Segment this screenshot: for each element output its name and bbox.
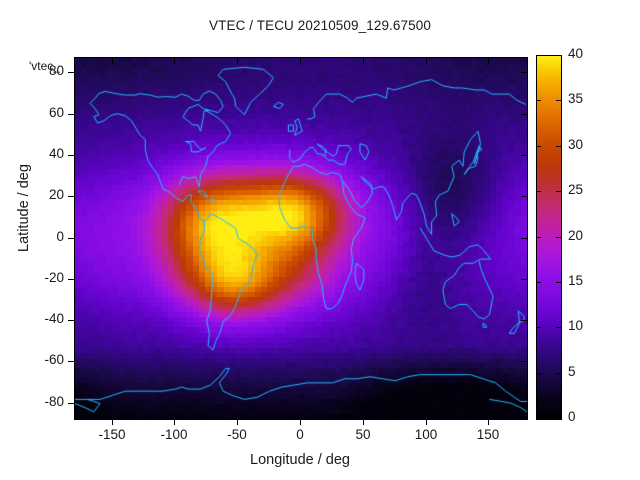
x-tick-mark (237, 419, 238, 425)
y-tick-mark-right (521, 238, 527, 239)
colorbar-tick-mark-right (556, 191, 561, 192)
colorbar-tick-label: 0 (568, 409, 576, 424)
x-tick-mark-top (174, 58, 175, 64)
y-tick-label: 40 (48, 146, 64, 161)
x-tick-mark (300, 419, 301, 425)
x-tick-label: 150 (476, 427, 500, 442)
coastline-overlay (75, 58, 527, 419)
colorbar-tick-mark-right (556, 418, 561, 419)
y-tick-label: 60 (48, 105, 64, 120)
x-tick-mark-top (237, 58, 238, 64)
x-tick-label: 100 (414, 427, 438, 442)
vtec-map-plot[interactable] (74, 57, 528, 420)
y-tick-mark (68, 320, 74, 321)
y-tick-mark-right (521, 320, 527, 321)
x-tick-label: 0 (296, 427, 304, 442)
colorbar-tick-label: 40 (568, 46, 584, 61)
colorbar-tick-mark (536, 191, 541, 192)
x-tick-mark-top (363, 58, 364, 64)
y-tick-label: -60 (44, 352, 64, 367)
colorbar-tick-mark (536, 282, 541, 283)
x-tick-mark-top (300, 58, 301, 64)
colorbar-tick-label: 20 (568, 228, 584, 243)
colorbar-tick-mark-right (556, 373, 561, 374)
colorbar-tick-mark (536, 100, 541, 101)
colorbar-tick-label: 25 (568, 182, 584, 197)
y-tick-mark (68, 155, 74, 156)
colorbar-tick-label: 10 (568, 318, 584, 333)
y-tick-mark-right (521, 279, 527, 280)
x-tick-mark (488, 419, 489, 425)
x-tick-label: -150 (98, 427, 126, 442)
vtec-overlap-label: 'vtec_ (29, 59, 60, 73)
colorbar-tick-mark-right (556, 55, 561, 56)
colorbar-tick-mark (536, 55, 541, 56)
colorbar-tick-mark-right (556, 146, 561, 147)
x-axis-label: Longitude / deg (250, 452, 350, 468)
colorbar-tick-mark-right (556, 237, 561, 238)
colorbar-tick-mark (536, 146, 541, 147)
y-tick-label: -40 (44, 311, 64, 326)
y-tick-label: 80 (48, 63, 64, 78)
y-tick-mark-right (521, 72, 527, 73)
x-tick-mark (174, 419, 175, 425)
x-tick-label: 50 (355, 427, 371, 442)
y-tick-mark-right (521, 114, 527, 115)
colorbar-tick-mark (536, 418, 541, 419)
colorbar-tick-mark (536, 327, 541, 328)
x-tick-mark-top (488, 58, 489, 64)
y-tick-mark-right (521, 403, 527, 404)
y-tick-label: 0 (56, 229, 64, 244)
colorbar-tick-label: 5 (568, 364, 576, 379)
x-tick-mark (112, 419, 113, 425)
x-tick-mark-top (112, 58, 113, 64)
colorbar-tick-label: 30 (568, 137, 584, 152)
colorbar-tick-mark-right (556, 100, 561, 101)
colorbar-tick-label: 15 (568, 273, 584, 288)
y-tick-mark-right (521, 196, 527, 197)
colorbar-tick-mark-right (556, 327, 561, 328)
y-tick-mark (68, 238, 74, 239)
colorbar-tick-mark (536, 373, 541, 374)
y-tick-mark (68, 72, 74, 73)
y-tick-label: -20 (44, 270, 64, 285)
x-tick-mark-top (426, 58, 427, 64)
y-tick-mark (68, 279, 74, 280)
y-tick-mark-right (521, 361, 527, 362)
y-tick-mark (68, 361, 74, 362)
page-title: VTEC / TECU 20210509_129.67500 (209, 18, 431, 33)
y-tick-mark (68, 403, 74, 404)
colorbar-tick-mark (536, 237, 541, 238)
y-tick-mark (68, 114, 74, 115)
colorbar-tick-mark-right (556, 282, 561, 283)
y-tick-label: 20 (48, 187, 64, 202)
y-tick-mark (68, 196, 74, 197)
colorbar-tick-label: 35 (568, 91, 584, 106)
x-tick-label: -50 (227, 427, 247, 442)
x-tick-mark (426, 419, 427, 425)
y-tick-label: -80 (44, 394, 64, 409)
x-tick-label: -100 (160, 427, 188, 442)
x-tick-mark (363, 419, 364, 425)
y-tick-mark-right (521, 155, 527, 156)
